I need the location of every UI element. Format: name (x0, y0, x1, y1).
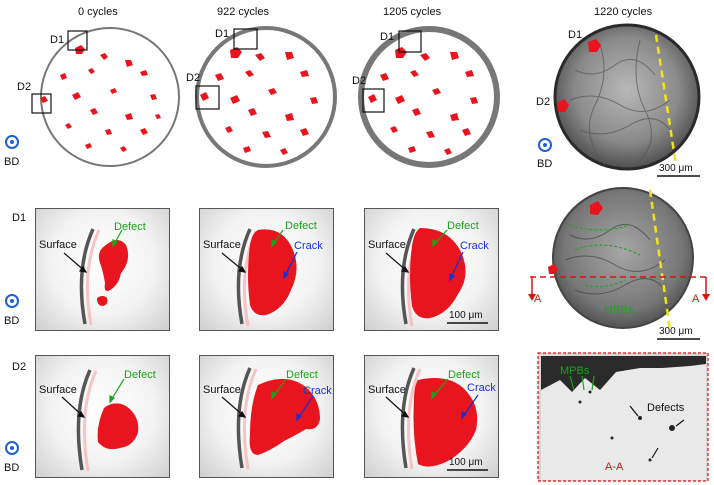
scale-label-row3: 100 μm (449, 457, 483, 468)
row-label-d2: D2 (12, 361, 27, 373)
specimen-section-922 (195, 26, 337, 168)
d1-box-0 (67, 30, 88, 51)
bd-icon-row1 (5, 135, 19, 149)
defect-label-d1-1205: Defect (447, 220, 479, 232)
defect-cluster-0 (40, 45, 161, 152)
mpb-boundaries (569, 224, 641, 288)
crack-front-dashed-top (654, 34, 678, 166)
bd-label-row3: BD (4, 462, 20, 474)
defect-cluster-1205 (368, 47, 478, 155)
row-label-d1: D1 (12, 212, 27, 224)
bd-icon-row3 (5, 441, 19, 455)
defect-cluster-922 (200, 47, 318, 155)
scale-label-row2: 100 μm (449, 310, 483, 321)
d1-label-0: D1 (50, 34, 65, 46)
d2-label-0: D2 (17, 81, 32, 93)
mpbs-label-micrograph: MPBs (560, 365, 590, 377)
mpbs-label-middle: MPBs (604, 304, 634, 316)
bd-label-right: BD (537, 158, 553, 170)
defect-label-d1-922: Defect (285, 220, 317, 232)
surface-label-d2-922: Surface (203, 384, 241, 396)
bd-icon-right (538, 138, 552, 152)
defect-label-d2-1205: Defect (448, 369, 480, 381)
crack-label-d2-922: Crack (303, 385, 332, 397)
d2-box-922 (195, 85, 220, 110)
bd-label-row2: BD (4, 315, 20, 327)
scale-label-middle-right: 300 μm (659, 326, 693, 337)
surface-label-d2-0: Surface (39, 384, 77, 396)
fracture-surface-middle (552, 187, 694, 329)
defect-label-d1-0: Defect (114, 221, 146, 233)
surface-label-d1-1205: Surface (368, 239, 406, 251)
defect-label-d2-0: Defect (124, 369, 156, 381)
crack-label-d1-1205: Crack (460, 240, 489, 252)
cycle-label-922: 922 cycles (217, 6, 269, 18)
d1-defect-1220 (588, 39, 601, 52)
section-marker-left: A (534, 293, 542, 305)
d2-defect-1220 (557, 99, 569, 112)
bd-label-row1: BD (4, 156, 20, 168)
d1-defect-middle (590, 201, 603, 215)
cycle-label-1220: 1220 cycles (594, 6, 653, 18)
d1-label-1205: D1 (380, 31, 395, 43)
fracture-surface-top (553, 23, 701, 171)
d2-box-1205 (362, 88, 385, 113)
defects-label-micrograph: Defects (647, 402, 685, 414)
section-marker-right: A (692, 293, 700, 305)
section-label-aa: A-A (605, 461, 624, 473)
d2-label-1220: D2 (536, 96, 551, 108)
crack-label-d2-1205: Crack (467, 382, 496, 394)
cycle-label-1205: 1205 cycles (383, 6, 442, 18)
surface-label-d1-0: Surface (39, 239, 77, 251)
specimen-section-1205 (358, 26, 500, 168)
d1-label-1220: D1 (568, 29, 583, 41)
d1-box-1205 (398, 30, 422, 53)
d1-box-922 (233, 28, 258, 50)
defect-label-d2-922: Defect (286, 369, 318, 381)
scale-label-top-right: 300 μm (659, 163, 693, 174)
d2-box-0 (31, 93, 52, 114)
cycle-label-0: 0 cycles (78, 6, 118, 18)
d2-label-922: D2 (186, 72, 201, 84)
d1-label-922: D1 (215, 28, 230, 40)
d2-label-1205: D2 (352, 75, 367, 87)
specimen-section-0 (40, 27, 180, 167)
bd-icon-row2 (5, 294, 19, 308)
surface-label-d1-922: Surface (203, 239, 241, 251)
crack-label-d1-922: Crack (294, 240, 323, 252)
surface-label-d2-1205: Surface (368, 384, 406, 396)
d2-defect-middle (548, 264, 558, 274)
